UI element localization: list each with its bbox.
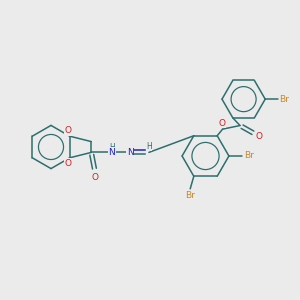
Text: O: O (65, 126, 72, 135)
Text: O: O (218, 118, 226, 127)
Text: Br: Br (244, 152, 254, 160)
Text: O: O (92, 172, 98, 182)
Text: H: H (146, 142, 152, 151)
Text: O: O (65, 159, 72, 168)
Text: H: H (109, 142, 115, 152)
Text: O: O (255, 132, 262, 141)
Text: Br: Br (280, 94, 289, 103)
Text: Br: Br (185, 191, 195, 200)
Text: N: N (108, 148, 115, 157)
Text: N: N (127, 148, 134, 157)
